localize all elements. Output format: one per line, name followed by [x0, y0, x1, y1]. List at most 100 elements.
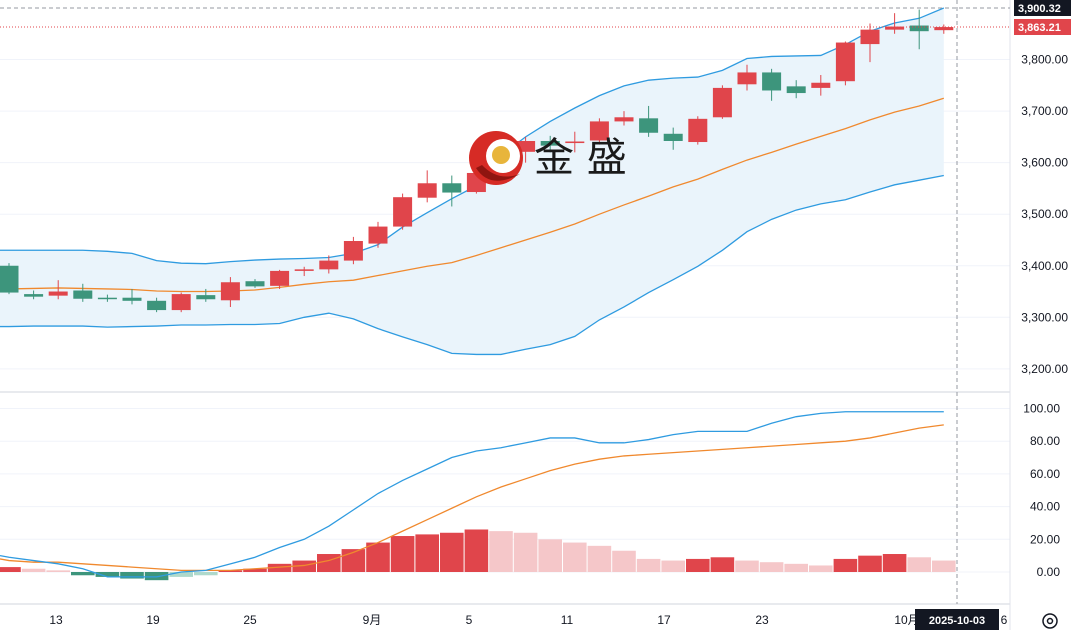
- candle-body: [516, 140, 536, 152]
- candle[interactable]: [934, 24, 954, 34]
- histogram-bar: [636, 558, 661, 572]
- candle[interactable]: [270, 269, 290, 289]
- histogram-bar: [21, 568, 46, 572]
- oscillator-axis[interactable]: 0.00 20.00 40.00 60.00 80.00 100.00: [1023, 402, 1060, 580]
- candle-body: [343, 241, 363, 261]
- candle[interactable]: [885, 13, 905, 34]
- histogram-bar: [267, 563, 292, 572]
- price-axis[interactable]: 3,200.00 3,300.00 3,400.00 3,500.00 3,600.00…: [1021, 53, 1068, 376]
- osc-tick-label: 40.00: [1030, 500, 1060, 514]
- histogram-bar: [809, 565, 833, 572]
- price-tick-label: 3,300.00: [1021, 310, 1068, 324]
- candle[interactable]: [516, 136, 536, 163]
- osc-tick-label: 100.00: [1023, 402, 1060, 416]
- candle[interactable]: [417, 170, 437, 203]
- candle-body: [147, 300, 167, 311]
- candle[interactable]: [343, 236, 363, 265]
- candle[interactable]: [786, 80, 806, 99]
- histogram-bar: [169, 572, 193, 577]
- crosshair-date-tag-label: 2025-10-03: [929, 615, 985, 627]
- candle-body: [589, 121, 609, 141]
- candle[interactable]: [220, 277, 240, 307]
- candle-body: [442, 183, 462, 193]
- histogram-bar: [0, 567, 21, 572]
- candle[interactable]: [589, 118, 609, 145]
- candle[interactable]: [860, 23, 880, 63]
- candle[interactable]: [319, 255, 339, 274]
- candle[interactable]: [712, 85, 732, 119]
- histogram-bar: [587, 545, 612, 572]
- time-tick-label: 5: [466, 613, 473, 627]
- candle[interactable]: [565, 131, 585, 153]
- last-price-tag: 3,863.21: [1014, 19, 1071, 35]
- candle[interactable]: [171, 292, 191, 313]
- histogram-bar: [784, 563, 808, 572]
- candle-body: [245, 281, 265, 287]
- candle[interactable]: [540, 135, 560, 153]
- candle[interactable]: [245, 279, 265, 288]
- candle[interactable]: [24, 290, 44, 300]
- bollinger-upper-line: [0, 7, 945, 265]
- osc-tick-label: 80.00: [1030, 434, 1060, 448]
- oscillator-slow-line: [0, 424, 944, 572]
- candle[interactable]: [294, 266, 314, 277]
- bollinger-middle-line: [0, 97, 944, 293]
- candle[interactable]: [122, 288, 142, 305]
- time-tick-label: 13: [49, 613, 63, 627]
- candle[interactable]: [688, 116, 708, 145]
- settings-icon-ring: [1042, 613, 1058, 629]
- histogram-bar: [538, 539, 562, 572]
- logo-swoosh-icon: [476, 165, 520, 181]
- candle[interactable]: [639, 105, 659, 137]
- histogram-bar: [464, 529, 489, 572]
- candle[interactable]: [737, 64, 757, 91]
- price-tick-label: 3,200.00: [1021, 362, 1068, 376]
- last-price-tag-label: 3,863.21: [1018, 22, 1061, 34]
- candle-body: [0, 265, 19, 293]
- jinsheng-logo: 金 盛: [469, 131, 627, 185]
- candle-body: [417, 183, 437, 198]
- candle-body: [171, 294, 191, 311]
- last-price-tag-bg: [1014, 19, 1071, 35]
- candle[interactable]: [48, 280, 68, 300]
- candle-body: [909, 25, 929, 32]
- candle[interactable]: [0, 263, 19, 295]
- histogram-bar: [710, 557, 735, 572]
- histogram-bar: [317, 554, 341, 572]
- candlestick-series[interactable]: [0, 9, 954, 313]
- histogram-bar: [366, 542, 390, 572]
- settings-icon[interactable]: [1042, 613, 1058, 629]
- candle[interactable]: [835, 41, 855, 86]
- candle[interactable]: [368, 221, 388, 248]
- histogram-bar: [612, 550, 636, 572]
- osc-tick-label: 20.00: [1030, 532, 1060, 546]
- settings-icon-core: [1046, 617, 1054, 625]
- candle[interactable]: [196, 288, 216, 302]
- high-price-tag-bg: [1014, 0, 1071, 16]
- oscillator-fast-line: [0, 411, 944, 578]
- histogram-bar: [661, 560, 685, 572]
- logo-sun-icon: [492, 146, 510, 164]
- candle-body: [639, 118, 659, 133]
- histogram-bar: [218, 570, 243, 572]
- candle[interactable]: [614, 111, 634, 126]
- candle[interactable]: [762, 68, 782, 101]
- price-tick-label: 3,700.00: [1021, 104, 1068, 118]
- candle-body: [73, 290, 93, 299]
- candle[interactable]: [811, 75, 831, 96]
- histogram-bar: [95, 572, 120, 577]
- candle-body: [737, 72, 757, 85]
- candle[interactable]: [909, 9, 929, 50]
- time-tick-label: 11: [561, 613, 574, 627]
- candle[interactable]: [147, 297, 167, 313]
- candle[interactable]: [73, 283, 93, 302]
- histogram-bar: [932, 560, 956, 572]
- oscillator-lines: [0, 411, 944, 578]
- time-axis[interactable]: 13 19 25 9月 5 11 17 23 10月 6: [49, 613, 1007, 627]
- candle[interactable]: [97, 294, 117, 302]
- candle[interactable]: [663, 127, 683, 150]
- candle-body: [614, 117, 634, 122]
- candle[interactable]: [393, 193, 413, 230]
- candle[interactable]: [442, 175, 462, 207]
